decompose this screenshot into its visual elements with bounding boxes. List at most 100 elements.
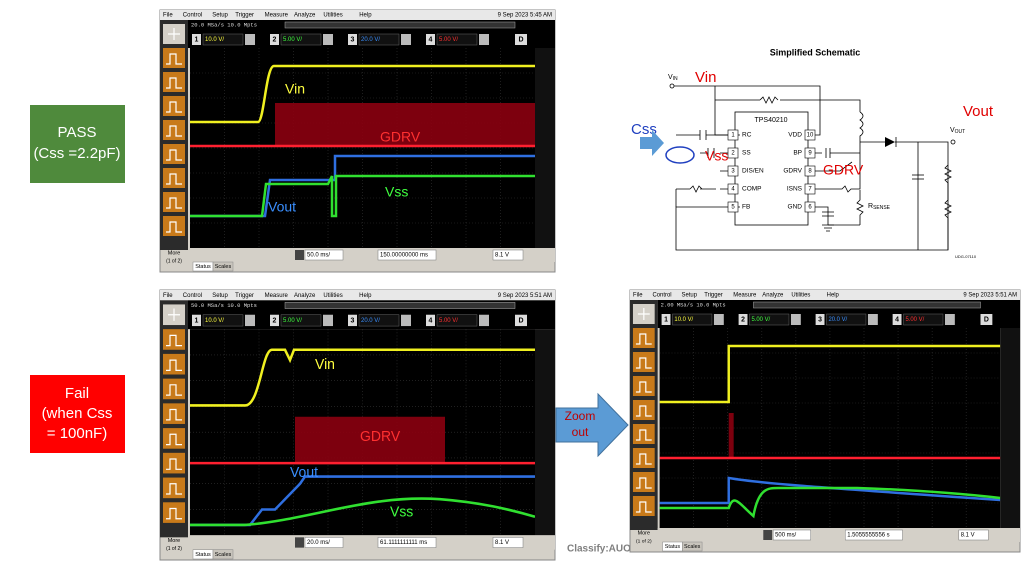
tool-button[interactable] — [632, 496, 655, 516]
delay-box[interactable] — [377, 249, 437, 261]
timebase-box[interactable] — [304, 249, 344, 261]
pin-name: GND — [788, 204, 803, 211]
delay-box[interactable] — [377, 537, 437, 548]
tab[interactable] — [682, 541, 703, 552]
annotation-css: Css — [631, 121, 657, 138]
date-time: 9 Sep 2023 5:51 AM — [498, 292, 552, 299]
channel-number[interactable] — [348, 314, 357, 327]
tool-button[interactable] — [632, 376, 655, 396]
tool-button[interactable] — [163, 477, 185, 499]
tab[interactable] — [212, 549, 234, 560]
channel-scale[interactable] — [903, 313, 944, 326]
timebase-box[interactable] — [772, 529, 811, 541]
channel-number[interactable] — [348, 34, 357, 45]
tool-button[interactable] — [632, 352, 655, 372]
schematic: Simplified Schematic VIN VOUT TPS40210 R… — [668, 47, 977, 259]
channel-scale[interactable] — [280, 33, 322, 46]
delay-box[interactable] — [844, 529, 903, 541]
channel-scale[interactable] — [672, 313, 713, 326]
channel-scale[interactable] — [358, 33, 400, 46]
tool-icon — [166, 125, 182, 137]
menu-item: Measure — [265, 13, 289, 19]
tool-icon — [166, 458, 182, 470]
tool-button[interactable] — [163, 192, 185, 212]
tool-button[interactable] — [163, 216, 185, 236]
channel-scale[interactable] — [826, 313, 867, 326]
tool-button[interactable] — [163, 48, 185, 68]
menu-item: Help — [827, 293, 840, 299]
tool-icon — [166, 77, 182, 89]
tool-button[interactable] — [632, 472, 655, 492]
tool-button[interactable] — [632, 448, 655, 468]
tool-button[interactable] — [632, 400, 655, 420]
channel-number[interactable] — [738, 314, 748, 325]
channel-number[interactable] — [270, 314, 279, 327]
digital-button[interactable] — [515, 314, 527, 327]
trigger-position-bar — [753, 301, 981, 309]
channel-scale[interactable] — [436, 314, 478, 327]
channel-scale[interactable] — [280, 314, 322, 327]
channel-number-text: 2 — [741, 316, 745, 323]
tool-button[interactable] — [163, 120, 185, 140]
tool-button[interactable] — [163, 96, 185, 116]
pin-number: 9 — [808, 151, 812, 157]
tool-button[interactable] — [163, 353, 185, 375]
trace-label: GDRV — [380, 129, 421, 145]
tool-button[interactable] — [163, 72, 185, 92]
pass-label: (Css =2.2pF) — [33, 145, 120, 162]
trigger-box[interactable] — [492, 249, 524, 261]
tool-button[interactable] — [163, 502, 185, 523]
tool-button[interactable] — [163, 452, 185, 474]
tool-button[interactable] — [632, 424, 655, 444]
tab-label: Status — [665, 544, 681, 550]
channel-scale-text: 5.00 V/ — [439, 37, 458, 43]
fail-box — [30, 375, 125, 453]
tool-button[interactable] — [163, 428, 185, 449]
channel-spin — [401, 34, 411, 45]
channel-number[interactable] — [892, 314, 902, 325]
tab[interactable] — [212, 261, 234, 272]
right-strip — [535, 48, 555, 248]
trigger-box[interactable] — [492, 537, 524, 548]
timebase-box[interactable] — [304, 537, 344, 548]
tool-button[interactable] — [163, 144, 185, 164]
menu-item: Setup — [682, 293, 698, 299]
channel-number[interactable] — [270, 34, 279, 45]
channel-spin — [245, 34, 255, 45]
oscilloscope-screenshot: File Control Setup Trigger Measure Analyze Uti… — [629, 289, 1021, 553]
digital-button[interactable] — [980, 314, 993, 325]
channel-number-text: 4 — [895, 316, 899, 323]
pass-box — [30, 105, 125, 183]
digital-button[interactable] — [515, 34, 527, 45]
oscilloscope-screenshot: File Control Setup Trigger Measure Analyze Uti… — [159, 9, 556, 273]
channel-scale[interactable] — [749, 313, 790, 326]
pin-box — [804, 147, 816, 159]
channel-number[interactable] — [426, 34, 435, 45]
pin-name: VDD — [788, 132, 802, 139]
tool-button[interactable] — [632, 328, 655, 348]
channel-number[interactable] — [192, 34, 201, 45]
channel-spin — [401, 314, 411, 327]
channel-spin — [323, 314, 333, 327]
more-label: More — [168, 538, 181, 544]
channel-scale-text: 10.0 V/ — [674, 317, 693, 323]
channel-scale[interactable] — [202, 33, 244, 46]
channel-scale[interactable] — [358, 314, 400, 327]
menu-item: Analyze — [762, 293, 784, 299]
channel-scale[interactable] — [202, 314, 244, 327]
channel-number[interactable] — [192, 314, 201, 327]
digital-label: D — [518, 36, 523, 43]
fail-label: = 100nF) — [47, 425, 107, 442]
tool-button[interactable] — [163, 168, 185, 188]
channel-number[interactable] — [815, 314, 825, 325]
trigger-box[interactable] — [958, 529, 989, 541]
channel-spin — [713, 314, 724, 325]
channel-number[interactable] — [661, 314, 671, 325]
trace-label: Vout — [268, 199, 296, 215]
channel-scale[interactable] — [436, 33, 478, 46]
tool-icon — [166, 408, 182, 421]
channel-number[interactable] — [426, 314, 435, 327]
tool-button[interactable] — [163, 329, 185, 350]
tool-button[interactable] — [163, 378, 185, 400]
tool-button[interactable] — [163, 403, 185, 424]
